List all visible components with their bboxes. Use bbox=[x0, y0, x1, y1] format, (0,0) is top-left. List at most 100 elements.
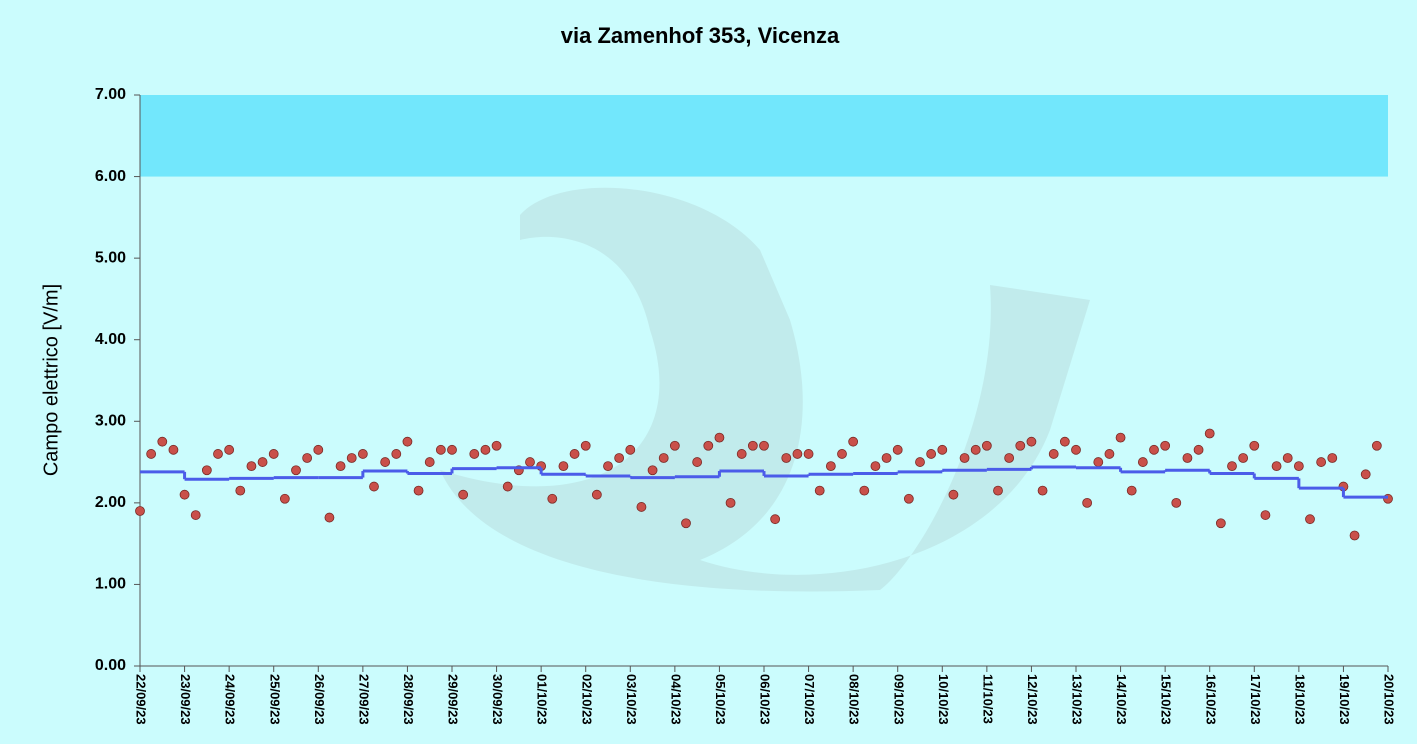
x-tick-label: 02/10/23 bbox=[579, 674, 594, 725]
data-point bbox=[626, 445, 635, 454]
watermark bbox=[440, 188, 1090, 592]
data-point bbox=[481, 445, 490, 454]
x-tick-label: 27/09/23 bbox=[356, 674, 371, 725]
data-point bbox=[1161, 441, 1170, 450]
data-point bbox=[269, 449, 278, 458]
data-point bbox=[927, 449, 936, 458]
y-tick-label: 2.00 bbox=[95, 494, 126, 511]
data-point bbox=[1138, 458, 1147, 467]
data-point bbox=[403, 437, 412, 446]
data-point bbox=[470, 449, 479, 458]
data-point bbox=[693, 458, 702, 467]
data-point bbox=[202, 466, 211, 475]
x-tick-label: 19/10/23 bbox=[1337, 674, 1352, 725]
data-point bbox=[1005, 453, 1014, 462]
y-tick-label: 7.00 bbox=[95, 86, 126, 103]
x-tick-label: 16/10/23 bbox=[1203, 674, 1218, 725]
data-point bbox=[570, 449, 579, 458]
data-point bbox=[1283, 453, 1292, 462]
data-point bbox=[849, 437, 858, 446]
y-tick-label: 3.00 bbox=[95, 413, 126, 430]
data-point bbox=[1328, 453, 1337, 462]
data-point bbox=[782, 453, 791, 462]
data-point bbox=[648, 466, 657, 475]
data-point bbox=[303, 453, 312, 462]
data-point bbox=[414, 486, 423, 495]
data-point bbox=[960, 453, 969, 462]
x-tick-label: 06/10/23 bbox=[758, 674, 773, 725]
data-point bbox=[670, 441, 679, 450]
data-point bbox=[1016, 441, 1025, 450]
x-tick-label: 20/10/23 bbox=[1382, 674, 1397, 725]
data-point bbox=[1038, 486, 1047, 495]
data-point bbox=[971, 445, 980, 454]
data-point bbox=[1384, 494, 1393, 503]
data-point bbox=[1239, 453, 1248, 462]
data-point bbox=[581, 441, 590, 450]
page: {"chart_data": {"type": "scatter", "titl… bbox=[0, 0, 1417, 744]
x-tick-label: 26/09/23 bbox=[312, 674, 327, 725]
data-point bbox=[1294, 462, 1303, 471]
data-point bbox=[247, 462, 256, 471]
data-point bbox=[1105, 449, 1114, 458]
data-point bbox=[882, 453, 891, 462]
data-point bbox=[826, 462, 835, 471]
data-point bbox=[615, 453, 624, 462]
x-tick-label: 08/10/23 bbox=[847, 674, 862, 725]
data-point bbox=[748, 441, 757, 450]
data-point bbox=[704, 441, 713, 450]
x-tick-label: 04/10/23 bbox=[668, 674, 683, 725]
x-tick-label: 24/09/23 bbox=[223, 674, 238, 725]
data-point bbox=[659, 453, 668, 462]
data-point bbox=[938, 445, 947, 454]
x-tick-label: 01/10/23 bbox=[535, 674, 550, 725]
data-point bbox=[526, 458, 535, 467]
data-point bbox=[1060, 437, 1069, 446]
x-tick-label: 17/10/23 bbox=[1248, 674, 1263, 725]
data-point bbox=[370, 482, 379, 491]
x-tick-label: 09/10/23 bbox=[891, 674, 906, 725]
threshold-band bbox=[140, 95, 1388, 177]
data-point bbox=[1150, 445, 1159, 454]
data-point bbox=[715, 433, 724, 442]
data-point bbox=[459, 490, 468, 499]
data-point bbox=[604, 462, 613, 471]
data-point bbox=[1127, 486, 1136, 495]
data-point bbox=[793, 449, 802, 458]
data-point bbox=[347, 453, 356, 462]
data-point bbox=[358, 449, 367, 458]
x-tick-label: 25/09/23 bbox=[267, 674, 282, 725]
x-tick-label: 22/09/23 bbox=[134, 674, 149, 725]
data-point bbox=[425, 458, 434, 467]
data-point bbox=[1350, 531, 1359, 540]
data-point bbox=[214, 449, 223, 458]
y-tick-label: 5.00 bbox=[95, 249, 126, 266]
data-point bbox=[503, 482, 512, 491]
data-point bbox=[949, 490, 958, 499]
data-point bbox=[236, 486, 245, 495]
data-point bbox=[982, 441, 991, 450]
data-point bbox=[1083, 498, 1092, 507]
data-point bbox=[1072, 445, 1081, 454]
x-tick-label: 07/10/23 bbox=[802, 674, 817, 725]
data-point bbox=[1372, 441, 1381, 450]
x-tick-label: 13/10/23 bbox=[1070, 674, 1085, 725]
data-point bbox=[1172, 498, 1181, 507]
data-point bbox=[682, 519, 691, 528]
data-point bbox=[1272, 462, 1281, 471]
data-point bbox=[1183, 453, 1192, 462]
data-point bbox=[994, 486, 1003, 495]
data-point bbox=[838, 449, 847, 458]
data-point bbox=[804, 449, 813, 458]
data-point bbox=[1261, 511, 1270, 520]
x-tick-label: 23/09/23 bbox=[178, 674, 193, 725]
data-point bbox=[1049, 449, 1058, 458]
data-point bbox=[258, 458, 267, 467]
data-point bbox=[916, 458, 925, 467]
data-point bbox=[136, 507, 145, 516]
data-point bbox=[180, 490, 189, 499]
chart-title: via Zamenhof 353, Vicenza bbox=[561, 23, 840, 48]
data-point bbox=[492, 441, 501, 450]
data-point bbox=[893, 445, 902, 454]
y-tick-label: 6.00 bbox=[95, 168, 126, 185]
